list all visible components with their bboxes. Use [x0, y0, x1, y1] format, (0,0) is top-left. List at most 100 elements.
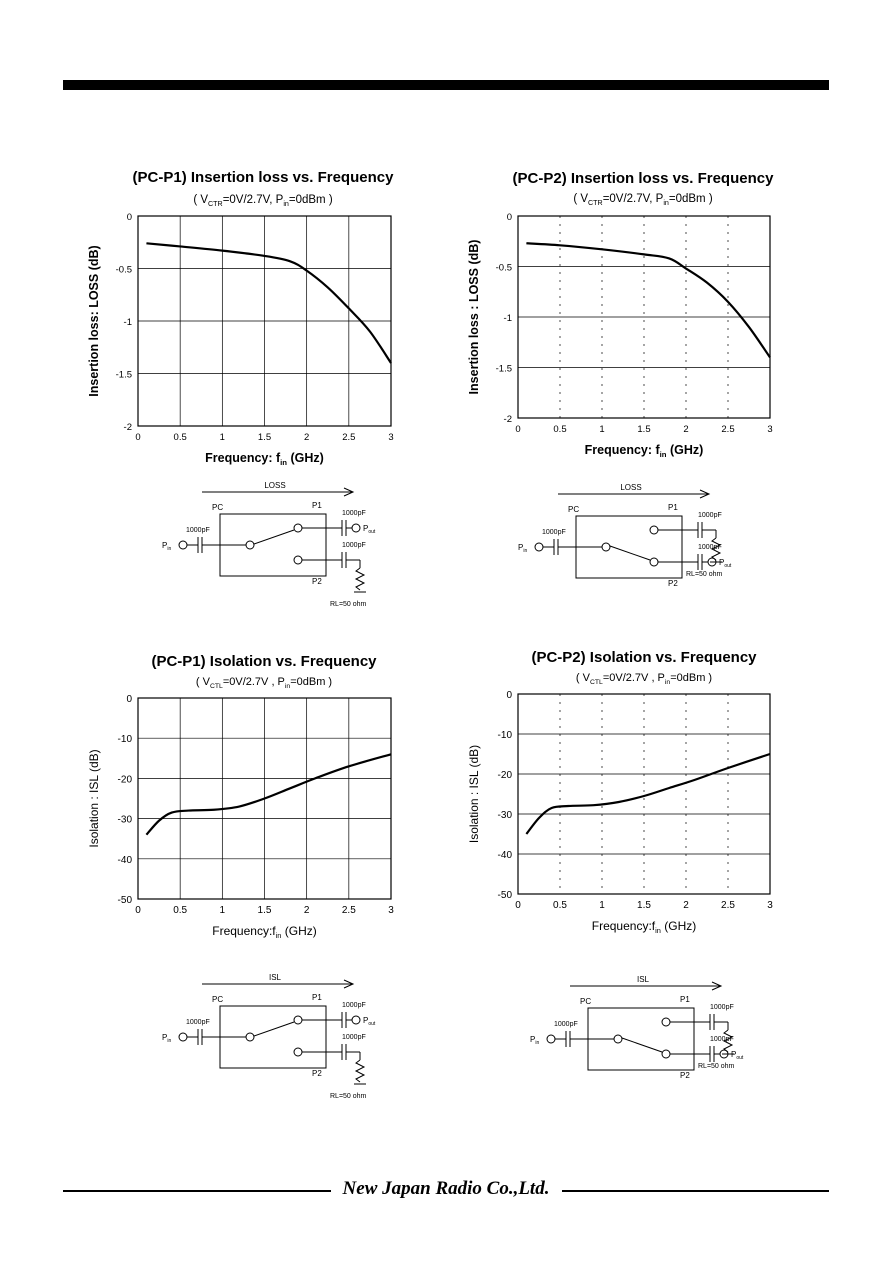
p2-node [661, 1049, 671, 1059]
y-tick-label: -20 [498, 770, 513, 781]
x-tick-label: 2.5 [342, 432, 355, 443]
p1-label: P1 [312, 993, 322, 1002]
x-tick-label: 0 [135, 432, 140, 443]
y-tick-label: -2 [504, 414, 512, 425]
y-tick-label: -2 [124, 422, 132, 433]
circuit-diagram: ISL PC P1 P2 Pin 1000pF 1000pF 1000pF Pout RL=50 … [530, 975, 744, 1080]
rl-label: RL=50 ohm [330, 601, 367, 608]
y-tick-label: -50 [118, 895, 133, 906]
arrow-label: LOSS [264, 481, 285, 490]
y-tick-label: -50 [498, 890, 513, 901]
p1-node [649, 525, 659, 535]
x-tick-label: 2 [683, 424, 688, 435]
chart-subtitle: ( VCTL=0V/2.7V , Pin=0dBm ) [576, 672, 712, 686]
y-axis-label: Insertion loss : LOSS (dB) [467, 240, 481, 395]
pin-label: Pin [162, 1033, 171, 1044]
chart-title: (PC-P2) Isolation vs. Frequency [531, 649, 757, 666]
p2-label: P2 [680, 1071, 690, 1080]
pc-label: PC [212, 995, 223, 1004]
common-node [601, 542, 611, 552]
y-tick-label: 0 [126, 694, 132, 705]
circuit-diagram: ISL PC P1 P2 Pin 1000pF 1000pF 1000pF Pout RL=50 … [162, 973, 376, 1100]
p2-label: P2 [668, 579, 678, 588]
pout-label: Pout [719, 558, 732, 569]
footer-rule-left [63, 1190, 331, 1192]
switch-arm [253, 1021, 295, 1037]
common-node [245, 1032, 255, 1042]
p1-label: P1 [668, 503, 678, 512]
arrow-head [711, 981, 723, 991]
input-port [178, 540, 188, 550]
x-tick-label: 0 [515, 900, 521, 911]
cap-label-in: 1000pF [554, 1021, 578, 1028]
y-tick-label: -40 [498, 850, 513, 861]
x-tick-label: 1.5 [637, 424, 650, 435]
p2-label: P2 [312, 1069, 322, 1078]
y-tick-label: -20 [118, 774, 133, 785]
y-axis-label: Isolation : ISL (dB) [467, 745, 481, 843]
pc-label: PC [580, 997, 591, 1006]
x-tick-label: 3 [767, 900, 773, 911]
footer: New Japan Radio Co.,Ltd. [0, 1178, 892, 1200]
y-tick-label: -10 [498, 730, 513, 741]
cap-label-out: 1000pF [710, 1004, 734, 1011]
y-tick-label: -40 [118, 855, 133, 866]
cap-label-out: 1000pF [710, 1036, 734, 1043]
input-port [534, 542, 544, 552]
cap-label-in: 1000pF [542, 529, 566, 536]
chart-subtitle: ( VCTR=0V/2.7V, Pin=0dBm ) [573, 193, 712, 207]
chart-subtitle: ( VCTL=0V/2.7V , Pin=0dBm ) [196, 676, 332, 690]
x-tick-label: 1.5 [258, 905, 272, 916]
y-tick-label: -0.5 [116, 265, 132, 276]
x-tick-label: 0 [515, 424, 520, 435]
arrow-label: ISL [637, 975, 650, 984]
x-tick-label: 3 [388, 432, 393, 443]
cap-label-in: 1000pF [186, 527, 210, 534]
p1-label: P1 [312, 501, 322, 510]
y-axis-label: Insertion loss: LOSS (dB) [87, 245, 101, 396]
header-rule [63, 80, 829, 90]
x-tick-label: 2.5 [342, 905, 356, 916]
y-tick-label: -1.5 [116, 370, 132, 381]
x-tick-label: 0 [135, 905, 141, 916]
cap-label-out: 1000pF [698, 544, 722, 551]
pin-label: Pin [518, 543, 527, 554]
x-axis-label: Frequency:fin (GHz) [592, 919, 697, 935]
series-line [526, 242, 771, 359]
rl-label: RL=50 ohm [698, 1063, 735, 1070]
switch-arm [621, 1037, 663, 1053]
y-axis-label: Isolation : ISL (dB) [87, 749, 101, 847]
pin-label: Pin [530, 1035, 539, 1046]
y-tick-label: 0 [507, 212, 512, 223]
x-tick-label: 1 [599, 424, 604, 435]
pin-label: Pin [162, 541, 171, 552]
switch-arm [609, 545, 651, 561]
cap-label-in: 1000pF [186, 1019, 210, 1026]
circuit-diagram: LOSS PC P1 P2 Pin 1000pF 1000pF 1000pF Pout RL=50… [518, 483, 732, 588]
rl-label: RL=50 ohm [686, 571, 723, 578]
pout-label: Pout [731, 1050, 744, 1061]
footer-rule-right [562, 1190, 829, 1192]
common-node [245, 540, 255, 550]
x-tick-label: 2 [683, 900, 689, 911]
output-port [351, 1015, 361, 1025]
x-tick-label: 1.5 [258, 432, 271, 443]
cap-label-out: 1000pF [342, 510, 366, 517]
x-tick-label: 2 [304, 432, 309, 443]
x-tick-label: 3 [388, 905, 394, 916]
y-tick-label: -30 [118, 815, 133, 826]
pc-label: PC [568, 505, 579, 514]
y-tick-label: -10 [118, 734, 133, 745]
load-resistor [722, 1029, 734, 1053]
chart-pcp2-loss: (PC-P2) Insertion loss vs. Frequency ( VC… [467, 170, 774, 588]
x-tick-label: 1 [220, 432, 225, 443]
p1-node [661, 1017, 671, 1027]
p2-label: P2 [312, 577, 322, 586]
y-tick-label: -30 [498, 810, 513, 821]
x-tick-label: 1 [220, 905, 226, 916]
y-tick-label: 0 [127, 212, 132, 223]
p1-label: P1 [680, 995, 690, 1004]
input-port [178, 1032, 188, 1042]
x-tick-label: 2 [304, 905, 310, 916]
